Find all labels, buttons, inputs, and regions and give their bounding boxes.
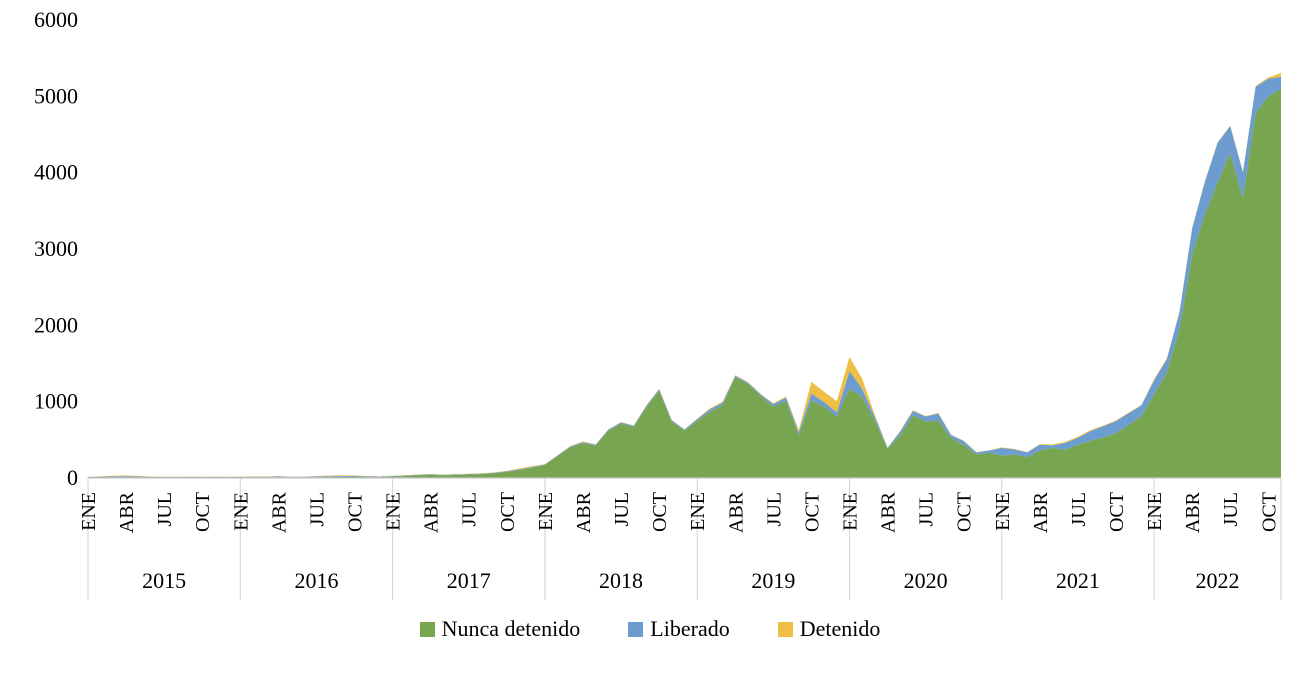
y-axis-tick-label: 3000: [34, 236, 78, 261]
month-tick-label: OCT: [345, 492, 367, 532]
year-label: 2015: [142, 568, 186, 593]
chart-plot-area: 0 1000 2000 3000 4000 5000 6000 ENE ABR JUL OCT 201…: [34, 7, 1282, 600]
y-axis-tick-label: 1000: [34, 389, 78, 414]
y-axis-tick-label: 5000: [34, 83, 78, 108]
month-tick-label: ENE: [839, 492, 861, 531]
month-tick-label: OCT: [954, 492, 976, 532]
month-tick-label: ABR: [1182, 491, 1204, 533]
month-tick-label: OCT: [1258, 492, 1280, 532]
month-tick-label: ENE: [1144, 492, 1166, 531]
month-tick-label: ABR: [421, 491, 443, 533]
year-label: 2022: [1196, 568, 1240, 593]
month-tick-label: JUL: [763, 492, 785, 526]
month-tick-label: ENE: [687, 492, 709, 531]
year-label: 2017: [447, 568, 491, 593]
series-area-detenido: [88, 73, 1281, 478]
month-tick-label: ENE: [992, 492, 1014, 531]
month-tick-label: JUL: [1068, 492, 1090, 526]
month-tick-label: ABR: [268, 491, 290, 533]
month-tick-label: OCT: [649, 492, 671, 532]
year-label: 2019: [751, 568, 795, 593]
month-tick-label: JUL: [916, 492, 938, 526]
legend-swatch-detenido-icon: [777, 621, 793, 637]
y-axis-tick-label: 6000: [34, 7, 78, 32]
y-axis-tick-label: 0: [67, 465, 78, 490]
month-tick-label: ENE: [78, 492, 100, 531]
legend-item-liberado: Liberado: [628, 616, 730, 641]
month-tick-label: ENE: [383, 492, 405, 531]
month-tick-label: ENE: [230, 492, 252, 531]
series-area-liberado: [88, 76, 1281, 478]
y-axis-tick-label: 2000: [34, 312, 78, 337]
month-tick-label: OCT: [801, 492, 823, 532]
month-tick-label: ENE: [535, 492, 557, 531]
month-tick-label: JUL: [306, 492, 328, 526]
series-area-nunca-detenido: [88, 88, 1281, 478]
month-tick-label: OCT: [1106, 492, 1128, 532]
legend-label-nunca-detenido: Nunca detenido: [441, 616, 581, 641]
y-axis-tick-label: 4000: [34, 160, 78, 185]
legend-label-detenido: Detenido: [799, 616, 881, 641]
legend-swatch-liberado-icon: [628, 621, 644, 637]
legend-swatch-nunca-detenido-icon: [419, 621, 435, 637]
month-tick-label: OCT: [497, 492, 519, 532]
year-label: 2021: [1056, 568, 1100, 593]
year-label: 2018: [599, 568, 643, 593]
area-chart-svg: 0 1000 2000 3000 4000 5000 6000 ENE ABR JUL OCT 201…: [34, 7, 1282, 600]
legend-label-liberado: Liberado: [650, 616, 730, 641]
month-tick-label: ABR: [1030, 491, 1052, 533]
month-tick-label: JUL: [459, 492, 481, 526]
month-tick-label: JUL: [1220, 492, 1242, 526]
year-label: 2016: [294, 568, 338, 593]
month-tick-label: ABR: [725, 491, 747, 533]
month-tick-label: JUL: [611, 492, 633, 526]
year-label: 2020: [904, 568, 948, 593]
month-tick-label: ABR: [878, 491, 900, 533]
chart-legend: Nunca detenido Liberado Detenido: [0, 618, 1300, 640]
legend-item-detenido: Detenido: [777, 616, 881, 641]
month-tick-label: ABR: [116, 491, 138, 533]
month-tick-label: JUL: [154, 492, 176, 526]
month-tick-label: OCT: [192, 492, 214, 532]
month-tick-label: ABR: [573, 491, 595, 533]
legend-item-nunca-detenido: Nunca detenido: [419, 616, 581, 641]
